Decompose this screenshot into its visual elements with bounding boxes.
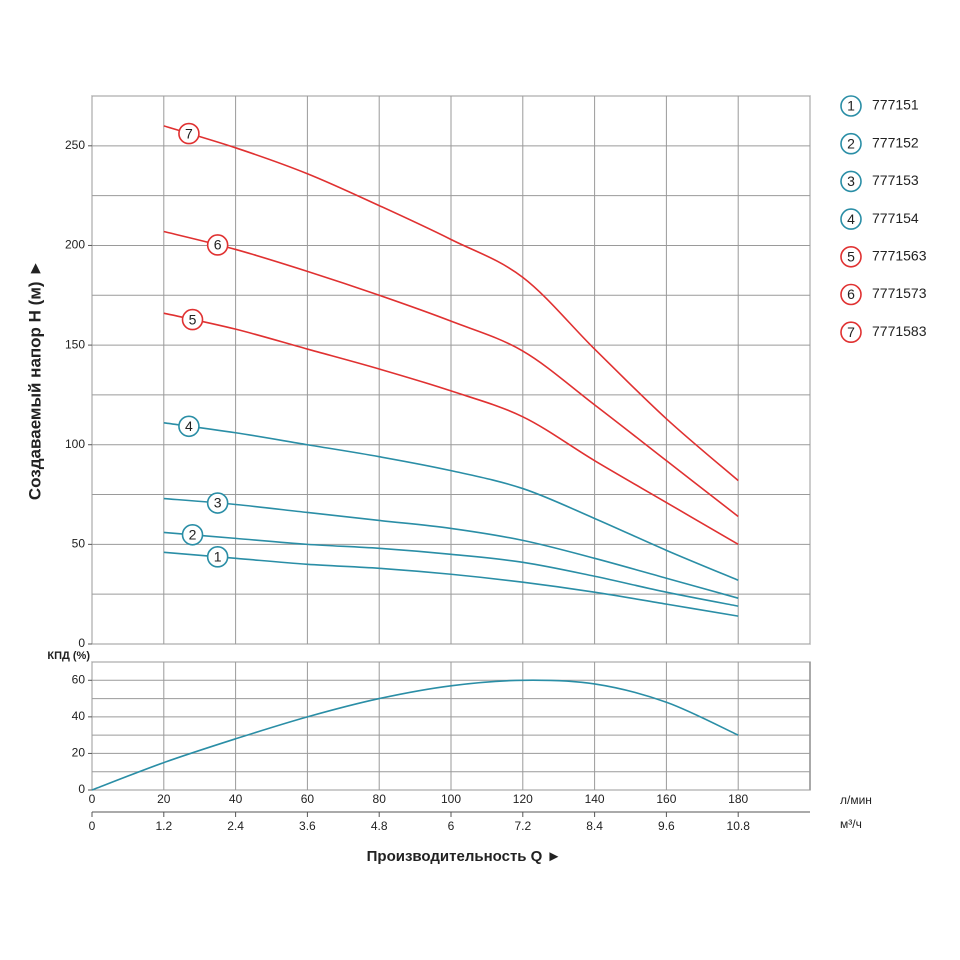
line <box>163 422 739 581</box>
line <box>163 312 739 546</box>
x2-tick-label: 0 <box>89 819 96 833</box>
legend-circle <box>840 95 862 117</box>
line <box>163 230 739 518</box>
line <box>163 125 739 482</box>
y-axis-label: КПД (%) <box>47 650 90 662</box>
x-tick-label: 60 <box>301 792 315 806</box>
curve-label: 7 <box>185 125 193 141</box>
x2-tick-label: 3.6 <box>299 819 316 833</box>
x2-tick-label: 9.6 <box>658 819 675 833</box>
x2-tick-label: 7.2 <box>514 819 531 833</box>
curve-label: 4 <box>185 418 193 434</box>
curve-label-circle <box>178 415 200 438</box>
legend-circle <box>840 245 862 268</box>
curve-label-circle <box>178 122 200 145</box>
curve-label: 2 <box>189 527 197 543</box>
legend-number: 7 <box>847 324 855 340</box>
x2-tick-label: 8.4 <box>586 819 603 833</box>
y-tick-label: 50 <box>72 537 86 551</box>
legend-number: 2 <box>847 135 855 151</box>
x-tick-label: 80 <box>373 792 387 806</box>
x-tick-label: 100 <box>441 792 461 806</box>
y-axis-label: Создаваемый напор H (м) ► <box>25 260 44 500</box>
legend-label: 777154 <box>872 210 919 226</box>
y-tick-label: 60 <box>72 672 86 686</box>
legend-circle <box>840 208 862 230</box>
y-tick-label: 40 <box>72 709 86 723</box>
x2-unit: м³/ч <box>840 817 862 831</box>
curve-label-circle <box>206 546 229 568</box>
legend-label: 7771563 <box>872 248 927 264</box>
legend-number: 6 <box>847 286 855 302</box>
legend-number: 5 <box>847 249 855 265</box>
y-tick-label: 0 <box>78 782 85 796</box>
legend-label: 7771583 <box>872 323 927 339</box>
y-tick-label: 20 <box>72 746 86 760</box>
line <box>163 497 739 599</box>
curve-label-circle <box>181 308 204 331</box>
y-tick-label: 100 <box>65 437 85 451</box>
x2-tick-label: 6 <box>448 819 455 833</box>
legend-label: 777152 <box>872 134 919 150</box>
x2-tick-label: 1.2 <box>155 819 172 833</box>
legend-label: 777153 <box>872 172 919 188</box>
curve-label-circle <box>181 523 204 546</box>
legend-circle <box>840 283 862 306</box>
legend-circle <box>840 170 862 193</box>
curve-label-circle <box>206 234 229 256</box>
legend-number: 3 <box>847 173 855 189</box>
y-tick-label: 0 <box>78 636 85 650</box>
curve-label: 5 <box>189 311 197 327</box>
line <box>163 531 739 607</box>
curve-label: 1 <box>214 549 222 565</box>
x2-tick-label: 2.4 <box>227 819 244 833</box>
line <box>163 551 739 617</box>
x2-tick-label: 10.8 <box>727 819 751 833</box>
x-unit: л/мин <box>840 793 872 807</box>
y-tick-label: 250 <box>65 138 85 152</box>
curve-label: 6 <box>214 237 222 253</box>
x-axis-label: Производительность Q ► <box>367 848 562 865</box>
legend-number: 1 <box>847 98 855 114</box>
curve-label: 3 <box>214 495 222 511</box>
x-tick-label: 140 <box>585 792 605 806</box>
x-tick-label: 160 <box>656 792 676 806</box>
line <box>91 679 739 791</box>
x-tick-label: 0 <box>89 792 96 806</box>
x-tick-label: 180 <box>728 792 748 806</box>
legend-circle <box>840 132 862 155</box>
y-tick-label: 200 <box>65 238 85 252</box>
x2-tick-label: 4.8 <box>371 819 388 833</box>
x-tick-label: 40 <box>229 792 243 806</box>
y-tick-label: 150 <box>65 337 85 351</box>
x-tick-label: 120 <box>513 792 533 806</box>
legend-label: 777151 <box>872 97 919 113</box>
legend-number: 4 <box>847 211 855 227</box>
legend-label: 7771573 <box>872 285 927 301</box>
curve-label-circle <box>206 492 229 514</box>
legend-circle <box>840 321 862 344</box>
x-tick-label: 20 <box>157 792 171 806</box>
